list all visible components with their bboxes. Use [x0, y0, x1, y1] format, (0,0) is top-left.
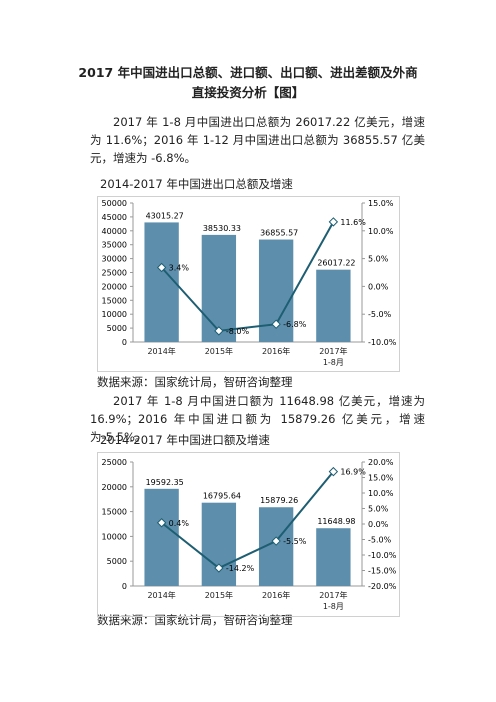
- doc-title: 2017 年中国进出口总额、进口额、出口额、进出差额及外商: [78, 65, 418, 80]
- line-marker: [214, 563, 224, 573]
- x-tick-label: 2016年: [261, 347, 291, 356]
- line-marker: [328, 466, 339, 477]
- y-tick-label: 10000: [102, 310, 127, 319]
- y-tick-label: 5000: [107, 557, 127, 566]
- bar: [316, 528, 351, 586]
- y-tick-label: 10000: [102, 532, 127, 541]
- y2-tick-label: 15.0%: [368, 474, 394, 483]
- bar-label: 15879.26: [260, 496, 298, 505]
- bar-label: 36855.57: [260, 229, 298, 238]
- y2-tick-label: 15.0%: [368, 199, 394, 208]
- chart-frame: [97, 196, 400, 372]
- y-tick-label: 15000: [102, 296, 127, 305]
- line-marker: [156, 262, 167, 273]
- y-tick-label: 45000: [102, 213, 127, 222]
- bar-label: 19592.35: [146, 478, 184, 487]
- y-tick-label: 35000: [102, 241, 127, 250]
- bar-label: 16795.64: [203, 492, 241, 501]
- line-label: -8.0%: [226, 327, 250, 336]
- y-tick-label: 15000: [102, 508, 127, 517]
- y2-tick-label: 20.0%: [368, 458, 394, 467]
- y2-tick-label: -20.0%: [368, 582, 397, 591]
- y-tick-label: 50000: [102, 199, 127, 208]
- line-label: 0.4%: [169, 519, 190, 528]
- x-tick-label: 2017年 1-8月: [319, 347, 348, 367]
- line-label: -6.8%: [283, 320, 307, 329]
- bar: [201, 234, 237, 342]
- chart-title: 2014-2017 年中国进出口总额及增速: [100, 177, 293, 191]
- line-marker: [271, 319, 281, 329]
- bar: [201, 502, 237, 586]
- chart: 0 5000 10000 15000 20000 25000 30000 35000 40000…: [97, 196, 400, 372]
- chart: 0 5000 10000 15000 20000 25000 -20.0% -15.0% -10…: [97, 452, 400, 617]
- bar: [144, 488, 179, 586]
- y-tick-label: 5000: [107, 324, 127, 333]
- x-tick-label: 2014年: [147, 591, 176, 600]
- line-label: -5.5%: [283, 537, 307, 546]
- bar-label: 11648.98: [317, 517, 355, 526]
- y2-tick-label: 5.0%: [368, 255, 389, 264]
- y2-tick-label: -10.0%: [368, 551, 397, 560]
- source-note: 数据来源：国家统计局，智研咨询整理: [97, 375, 293, 389]
- line-marker: [156, 518, 167, 528]
- bar-label: 38530.33: [203, 224, 241, 233]
- line-marker: [214, 326, 224, 336]
- y2-tick-label: 0.0%: [368, 520, 389, 529]
- bar: [144, 222, 179, 342]
- y2-tick-label: 0.0%: [368, 282, 389, 291]
- paragraph: 2017 年 1-8 月中国进口额为 11648.98 亿美元，增速为 16.9…: [90, 394, 425, 444]
- x-tick-label: 2015年: [204, 347, 234, 356]
- chart-frame: [97, 452, 400, 617]
- bar: [316, 269, 351, 342]
- chart-title: 2014-2017 年中国进口额及增速: [100, 433, 270, 447]
- x-tick-label: 2014年: [147, 347, 176, 356]
- y2-tick-label: -5.0%: [368, 310, 392, 319]
- y2-tick-label: 10.0%: [368, 227, 394, 236]
- growth-line: [160, 221, 335, 332]
- bar-label: 43015.27: [146, 211, 184, 220]
- y-tick-label: 0: [122, 582, 127, 591]
- line-label: -14.2%: [226, 564, 255, 573]
- line-label: 16.9%: [340, 468, 366, 477]
- bar-label: 26017.22: [317, 259, 355, 268]
- y2-tick-label: -15.0%: [368, 567, 397, 576]
- paragraph: 2017 年 1-8 月中国进出口总额为 26017.22 亿美元，增速为 11…: [90, 115, 425, 165]
- y2-tick-label: 10.0%: [368, 489, 394, 498]
- x-tick-label: 2017年 1-8月: [319, 591, 348, 611]
- doc-title: 直接投资分析【图】: [191, 85, 305, 100]
- y2-tick-label: -5.0%: [368, 536, 392, 545]
- y-tick-label: 30000: [102, 255, 127, 264]
- line-marker: [271, 536, 281, 546]
- growth-line: [161, 470, 335, 570]
- line-label: 11.6%: [340, 218, 366, 227]
- line-marker: [328, 217, 339, 227]
- y-tick-label: 20000: [102, 282, 127, 291]
- y2-tick-label: -10.0%: [368, 338, 397, 347]
- x-tick-label: 2016年: [261, 591, 291, 600]
- y-tick-label: 40000: [102, 227, 127, 236]
- y-tick-label: 25000: [102, 269, 127, 278]
- y-tick-label: 25000: [102, 458, 127, 467]
- line-label: 3.4%: [169, 263, 190, 272]
- y-tick-label: 20000: [102, 483, 127, 492]
- x-tick-label: 2015年: [204, 591, 234, 600]
- y2-tick-label: 5.0%: [368, 505, 389, 514]
- y-tick-label: 0: [122, 338, 127, 347]
